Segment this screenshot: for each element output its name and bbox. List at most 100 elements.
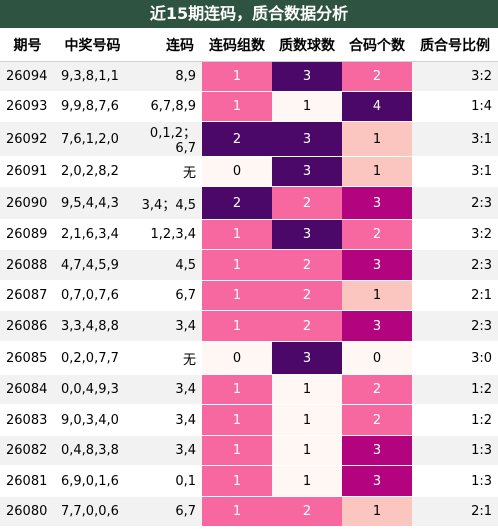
issue-cell: 26086 bbox=[0, 310, 55, 342]
issue-cell: 26090 bbox=[0, 186, 55, 220]
header-composite: 合码个数 bbox=[342, 28, 412, 62]
table-row: 26089 2,1,6,3,4 1,2,3,4 1 3 2 3:2 bbox=[0, 219, 498, 250]
numbers-cell: 9,9,8,7,6 bbox=[55, 91, 130, 122]
issue-cell: 26084 bbox=[0, 374, 55, 405]
composite-cell: 1 bbox=[342, 280, 412, 311]
page-title: 近15期连码，质合数据分析 bbox=[0, 0, 498, 28]
ratio-cell: 1:2 bbox=[412, 374, 498, 405]
groups-cell: 1 bbox=[202, 435, 272, 466]
ratio-cell: 1:4 bbox=[412, 91, 498, 122]
header-prime: 质数球数 bbox=[272, 28, 342, 62]
groups-cell: 1 bbox=[202, 91, 272, 122]
lianma-cell: 3,4；4,5 bbox=[130, 186, 202, 220]
composite-cell: 3 bbox=[342, 249, 412, 281]
prime-cell: 2 bbox=[272, 310, 342, 342]
issue-cell: 26094 bbox=[0, 61, 55, 92]
table-row: 26083 9,0,3,4,0 3,4 1 1 2 1:2 bbox=[0, 404, 498, 436]
lianma-cell: 6,7 bbox=[130, 280, 202, 311]
table-row: 26094 9,3,8,1,1 8,9 1 3 2 3:2 bbox=[0, 61, 498, 92]
prime-cell: 1 bbox=[272, 465, 342, 497]
table-row: 26092 7,6,1,2,0 0,1,2；6,7 2 3 1 3:1 bbox=[0, 121, 498, 157]
header-groups: 连码组数 bbox=[202, 28, 272, 62]
header-row: 期号 中奖号码 连码 连码组数 质数球数 合码个数 质合号比例 bbox=[0, 28, 498, 62]
groups-cell: 1 bbox=[202, 465, 272, 497]
composite-cell: 2 bbox=[342, 219, 412, 250]
composite-cell: 3 bbox=[342, 435, 412, 466]
issue-cell: 26093 bbox=[0, 91, 55, 122]
analysis-table: 期号 中奖号码 连码 连码组数 质数球数 合码个数 质合号比例 26094 9,3… bbox=[0, 28, 498, 527]
lianma-cell: 4,5 bbox=[130, 249, 202, 281]
table-row: 26084 0,0,4,9,3 3,4 1 1 2 1:2 bbox=[0, 374, 498, 405]
table-row: 26081 6,9,0,1,6 0,1 1 1 3 1:3 bbox=[0, 465, 498, 497]
composite-cell: 2 bbox=[342, 404, 412, 436]
prime-cell: 1 bbox=[272, 435, 342, 466]
prime-cell: 2 bbox=[272, 186, 342, 220]
numbers-cell: 9,5,4,4,3 bbox=[55, 186, 130, 220]
lianma-cell: 0,1,2；6,7 bbox=[130, 121, 202, 157]
header-ratio: 质合号比例 bbox=[412, 28, 498, 62]
ratio-cell: 2:3 bbox=[412, 310, 498, 342]
groups-cell: 0 bbox=[202, 156, 272, 187]
table-row: 26087 0,7,0,7,6 6,7 1 2 1 2:1 bbox=[0, 280, 498, 311]
header-numbers: 中奖号码 bbox=[55, 28, 130, 62]
ratio-cell: 2:3 bbox=[412, 249, 498, 281]
composite-cell: 2 bbox=[342, 61, 412, 92]
lianma-cell: 8,9 bbox=[130, 61, 202, 92]
groups-cell: 1 bbox=[202, 404, 272, 436]
prime-cell: 3 bbox=[272, 341, 342, 375]
ratio-cell: 3:1 bbox=[412, 121, 498, 157]
ratio-cell: 1:3 bbox=[412, 435, 498, 466]
lianma-cell: 无 bbox=[130, 341, 202, 375]
groups-cell: 1 bbox=[202, 249, 272, 281]
composite-cell: 1 bbox=[342, 121, 412, 157]
groups-cell: 1 bbox=[202, 280, 272, 311]
lianma-cell: 3,4 bbox=[130, 404, 202, 436]
ratio-cell: 3:2 bbox=[412, 219, 498, 250]
issue-cell: 26083 bbox=[0, 404, 55, 436]
groups-cell: 2 bbox=[202, 121, 272, 157]
prime-cell: 3 bbox=[272, 219, 342, 250]
table-row: 26086 3,3,4,8,8 3,4 1 2 3 2:3 bbox=[0, 310, 498, 342]
groups-cell: 1 bbox=[202, 496, 272, 527]
numbers-cell: 6,9,0,1,6 bbox=[55, 465, 130, 497]
issue-cell: 26091 bbox=[0, 156, 55, 187]
issue-cell: 26080 bbox=[0, 496, 55, 527]
prime-cell: 1 bbox=[272, 404, 342, 436]
prime-cell: 2 bbox=[272, 496, 342, 527]
lianma-cell: 无 bbox=[130, 156, 202, 187]
issue-cell: 26085 bbox=[0, 341, 55, 375]
numbers-cell: 4,7,4,5,9 bbox=[55, 249, 130, 281]
composite-cell: 1 bbox=[342, 156, 412, 187]
numbers-cell: 2,0,2,8,2 bbox=[55, 156, 130, 187]
table-body: 26094 9,3,8,1,1 8,9 1 3 2 3:2 26093 9,9,8,7,6 6,7… bbox=[0, 61, 498, 527]
lianma-cell: 3,4 bbox=[130, 310, 202, 342]
groups-cell: 1 bbox=[202, 310, 272, 342]
table-row: 26090 9,5,4,4,3 3,4；4,5 2 2 3 2:3 bbox=[0, 186, 498, 220]
table-row: 26085 0,2,0,7,7 无 0 3 0 3:0 bbox=[0, 341, 498, 375]
composite-cell: 2 bbox=[342, 374, 412, 405]
lianma-cell: 3,4 bbox=[130, 435, 202, 466]
composite-cell: 3 bbox=[342, 186, 412, 220]
groups-cell: 1 bbox=[202, 374, 272, 405]
prime-cell: 3 bbox=[272, 156, 342, 187]
numbers-cell: 2,1,6,3,4 bbox=[55, 219, 130, 250]
numbers-cell: 7,6,1,2,0 bbox=[55, 121, 130, 157]
numbers-cell: 3,3,4,8,8 bbox=[55, 310, 130, 342]
ratio-cell: 1:3 bbox=[412, 465, 498, 497]
lianma-cell: 6,7 bbox=[130, 496, 202, 527]
ratio-cell: 2:1 bbox=[412, 496, 498, 527]
issue-cell: 26082 bbox=[0, 435, 55, 466]
composite-cell: 1 bbox=[342, 496, 412, 527]
table-row: 26088 4,7,4,5,9 4,5 1 2 3 2:3 bbox=[0, 249, 498, 281]
composite-cell: 3 bbox=[342, 465, 412, 497]
prime-cell: 1 bbox=[272, 91, 342, 122]
header-issue: 期号 bbox=[0, 28, 55, 62]
composite-cell: 0 bbox=[342, 341, 412, 375]
prime-cell: 3 bbox=[272, 121, 342, 157]
issue-cell: 26088 bbox=[0, 249, 55, 281]
issue-cell: 26092 bbox=[0, 121, 55, 157]
lianma-cell: 1,2,3,4 bbox=[130, 219, 202, 250]
groups-cell: 1 bbox=[202, 61, 272, 92]
ratio-cell: 3:2 bbox=[412, 61, 498, 92]
table-row: 26082 0,4,8,3,8 3,4 1 1 3 1:3 bbox=[0, 435, 498, 466]
